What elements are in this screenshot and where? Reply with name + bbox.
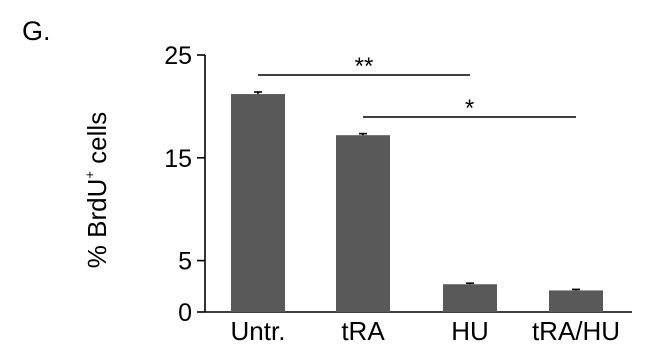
x-tick-label: tRA/HU — [532, 316, 620, 346]
x-tick-label: tRA — [341, 316, 385, 346]
y-tick-label: 25 — [164, 42, 192, 70]
y-tick-label: 0 — [178, 299, 192, 327]
y-tick-label: 15 — [164, 145, 192, 173]
x-tick-label: Untr. — [231, 316, 286, 346]
bar-1 — [336, 135, 390, 312]
x-tick-label: HU — [451, 316, 489, 346]
significance-label: ** — [355, 53, 374, 80]
bars — [231, 91, 603, 313]
x-tick-labels: Untr. tRA HU tRA/HU — [231, 316, 621, 346]
bar-0 — [231, 94, 285, 313]
y-axis-label: % BrdU+ cells — [82, 112, 112, 268]
significance-annotations: *** — [258, 53, 576, 122]
y-ticks: 0 5 15 25 — [164, 42, 205, 327]
bar-2 — [443, 284, 497, 312]
bar-3 — [549, 290, 603, 312]
significance-label: * — [465, 95, 474, 122]
y-tick-label: 5 — [178, 248, 192, 276]
panel-label: G. — [22, 16, 51, 46]
